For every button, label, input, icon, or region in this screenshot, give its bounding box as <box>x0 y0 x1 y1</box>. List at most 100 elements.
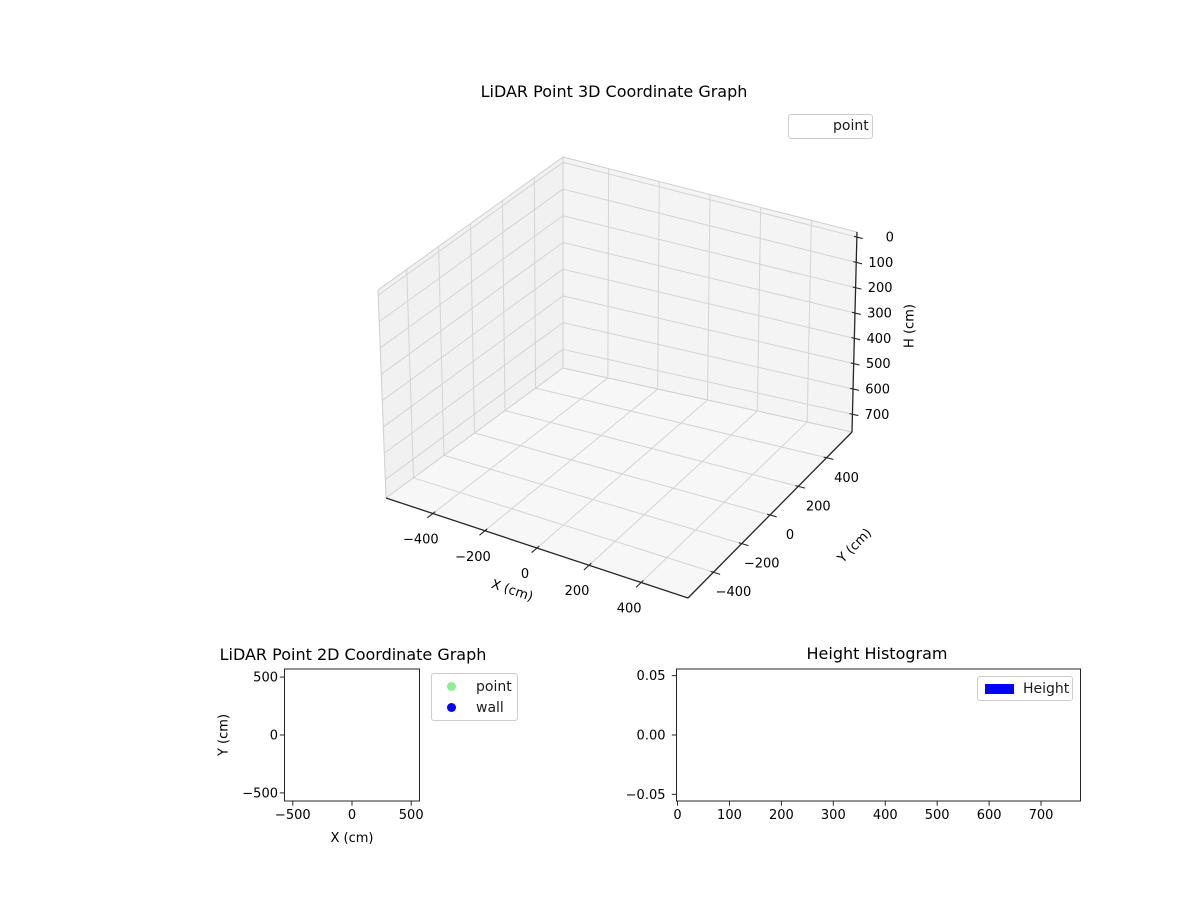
pane-edge <box>562 156 858 233</box>
x-tick-label: −500 <box>275 808 311 823</box>
x-tick-label: −400 <box>403 533 439 548</box>
h-tick-label: 0 <box>886 231 894 246</box>
x-gridline <box>607 168 610 378</box>
x-tick <box>479 528 488 536</box>
y-tick <box>738 542 749 547</box>
h-tick-label: 300 <box>867 307 892 322</box>
x-tick-label: 700 <box>1029 808 1054 823</box>
y-tick-label: −400 <box>716 585 752 600</box>
h-axis-label: H (cm) <box>903 304 918 348</box>
y-tick-label: 0 <box>270 729 278 744</box>
legend-item-point: point <box>432 676 517 697</box>
x-tick-label: 500 <box>925 808 950 823</box>
x-tick-label: 200 <box>769 808 794 823</box>
y-gridline <box>533 177 537 389</box>
h-tick <box>849 413 859 417</box>
pane-floor <box>386 368 852 598</box>
lidar-2d-frame <box>284 668 420 802</box>
h-tick <box>853 235 863 240</box>
x-tick-label: 0 <box>348 808 356 823</box>
y-tick-label: 500 <box>253 671 278 686</box>
wall-marker-icon <box>447 703 456 712</box>
point-marker-icon <box>447 682 456 691</box>
pane-left-wall <box>378 157 563 498</box>
y-tick-label: −0.05 <box>626 788 666 803</box>
legend-item-point: point <box>789 115 872 137</box>
x-tick <box>426 511 436 519</box>
h-tick-label: 500 <box>866 357 891 372</box>
pane-edge <box>562 367 853 433</box>
pane-edge <box>385 367 564 499</box>
x-tick-label: 300 <box>821 808 846 823</box>
pane-edge <box>377 156 564 291</box>
h-tick <box>851 311 861 315</box>
h-tick-label: 600 <box>865 382 890 397</box>
y-tick-label: 0 <box>786 528 794 543</box>
x-tick <box>531 545 540 554</box>
histogram-title: Height Histogram <box>806 644 948 663</box>
y-axis-label: Y (cm) <box>834 526 875 567</box>
x-gridline <box>707 194 711 401</box>
y-tick <box>710 570 721 575</box>
x-tick-label: 100 <box>717 808 742 823</box>
y-tick-label: −500 <box>242 786 278 801</box>
x-gridline <box>657 181 660 389</box>
x-axis-label: X (cm) <box>331 831 374 846</box>
y-tick <box>795 485 806 489</box>
y-gridline <box>443 454 742 545</box>
legend-label-point: point <box>833 118 869 134</box>
y-gridline <box>406 269 414 478</box>
x-tick-label: 0 <box>673 808 681 823</box>
h-tick <box>853 261 863 265</box>
x-tick-label: −200 <box>455 550 491 565</box>
y-gridline <box>535 387 827 459</box>
y-tick-label: 400 <box>834 471 859 486</box>
h-tick-label: 100 <box>868 256 893 271</box>
pane-right-wall <box>563 157 857 432</box>
h-tick <box>852 286 862 290</box>
histogram-legend: Height <box>977 676 1073 701</box>
legend-item-wall: wall <box>432 697 517 718</box>
h-tick <box>850 387 860 391</box>
plot3d-legend: point <box>788 114 873 139</box>
plot2d-legend: point wall <box>431 673 518 721</box>
y-gridline <box>504 410 799 487</box>
y-gridline <box>501 200 506 411</box>
h-tick-label: 700 <box>865 408 890 423</box>
y-axis-label: Y (cm) <box>217 714 232 757</box>
pane-edge <box>377 289 387 499</box>
y-gridline <box>474 432 771 516</box>
x-tick-label: 600 <box>977 808 1002 823</box>
y-tick-label: 200 <box>806 499 831 514</box>
plot3d-title: LiDAR Point 3D Coordinate Graph <box>480 82 748 101</box>
plot2d-title: LiDAR Point 2D Coordinate Graph <box>219 645 487 664</box>
h-tick-label: 400 <box>867 332 892 347</box>
y-tick-label: −200 <box>744 557 780 572</box>
x-tick-label: 0 <box>521 567 529 582</box>
y-gridline <box>438 246 445 456</box>
y-tick-label: 0.00 <box>637 729 666 744</box>
y-gridline <box>470 223 475 434</box>
y-tick-label: 0.05 <box>637 669 666 684</box>
x-gridline <box>756 207 762 412</box>
x-tick-label: 200 <box>565 584 590 599</box>
legend-item-height: Height <box>978 677 1072 700</box>
x-gridline <box>806 220 812 423</box>
legend-label-height: Height <box>1023 680 1070 697</box>
y-tick <box>766 513 777 518</box>
h-axis-line <box>851 231 858 433</box>
h-tick-label: 200 <box>868 281 893 296</box>
x-tick-label: 400 <box>873 808 898 823</box>
x-tick-label: 500 <box>399 808 424 823</box>
x-tick <box>635 580 644 588</box>
x-tick <box>583 562 592 571</box>
y-tick <box>823 456 834 460</box>
height-marker-icon <box>985 683 1014 694</box>
legend-label-wall: wall <box>476 699 504 716</box>
legend-label-point: point <box>476 678 512 695</box>
h-tick <box>851 337 861 341</box>
h-tick <box>850 362 860 366</box>
x-tick-label: 400 <box>617 601 642 616</box>
